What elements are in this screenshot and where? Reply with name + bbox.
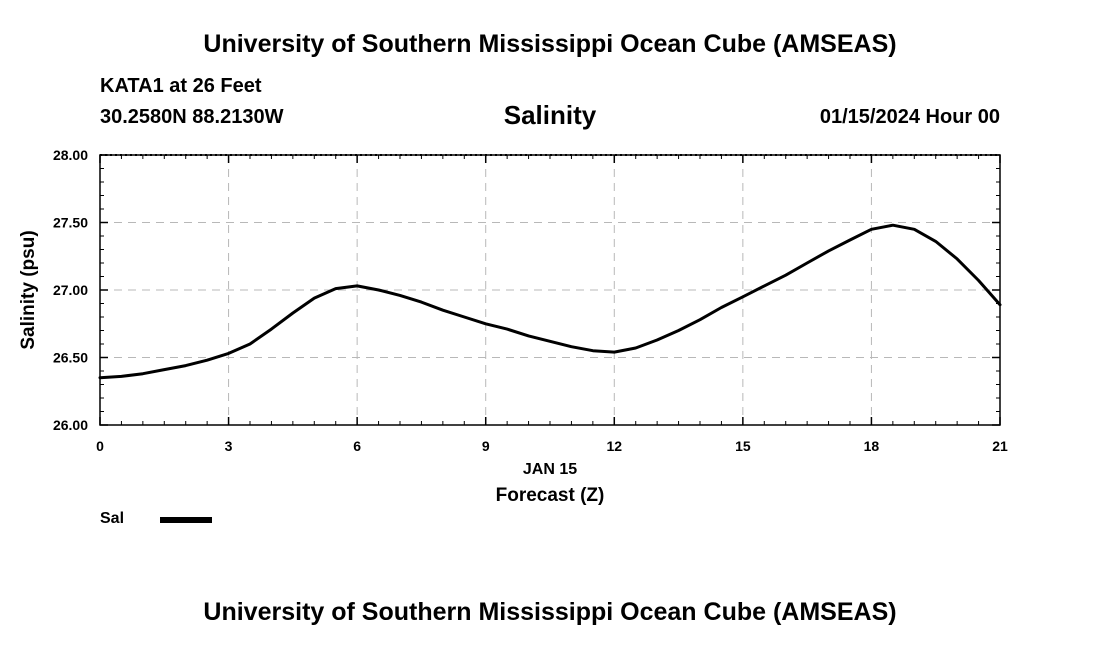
grid-layer bbox=[100, 154, 1000, 425]
y-tick-label: 27.00 bbox=[53, 282, 88, 298]
x-tick-label: 15 bbox=[735, 438, 751, 454]
coordinates-label: 30.2580N 88.2130W bbox=[100, 106, 284, 128]
data-layer bbox=[98, 223, 1002, 380]
x-axis-date-label: JAN 15 bbox=[523, 461, 577, 478]
y-tick-label: 26.00 bbox=[53, 417, 88, 433]
x-tick-label: 9 bbox=[482, 438, 490, 454]
x-tick-label: 21 bbox=[992, 438, 1008, 454]
station-label: KATA1 at 26 Feet bbox=[100, 75, 262, 97]
y-tick-label: 26.50 bbox=[53, 350, 88, 366]
x-tick-label: 12 bbox=[606, 438, 622, 454]
y-tick-label: 28.00 bbox=[53, 147, 88, 163]
x-tick-label: 0 bbox=[96, 438, 104, 454]
chart-title: Salinity bbox=[503, 100, 597, 130]
salinity-series-line bbox=[98, 223, 1002, 380]
x-tick-label: 18 bbox=[864, 438, 880, 454]
legend-line-swatch bbox=[160, 517, 212, 523]
y-tick-label: 27.50 bbox=[53, 215, 88, 231]
labels-layer: 0 3 6 9 12 15 18 21 26.00 26.50 27.00 27.50 28.00 bbox=[53, 147, 1008, 454]
footer-title: University of Southern Mississippi Ocean… bbox=[203, 598, 897, 626]
plot-frame bbox=[99, 154, 1001, 426]
forecast-date-label: 01/15/2024 Hour 00 bbox=[819, 106, 1000, 128]
x-tick-label: 3 bbox=[225, 438, 233, 454]
y-axis-title: Salinity (psu) bbox=[18, 230, 39, 349]
legend-label: Sal bbox=[100, 510, 125, 527]
x-tick-label: 6 bbox=[353, 438, 361, 454]
x-axis-title: Forecast (Z) bbox=[496, 485, 605, 506]
page-title: University of Southern Mississippi Ocean… bbox=[203, 30, 897, 58]
